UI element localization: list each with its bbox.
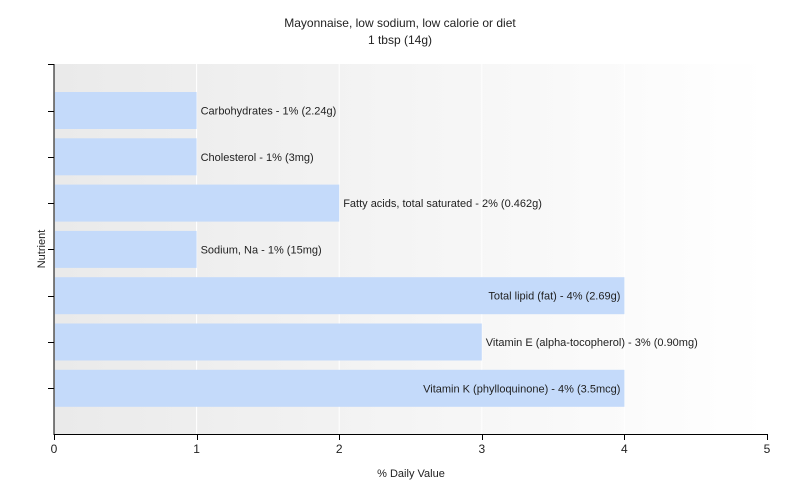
x-tick-label: 2 <box>336 442 343 456</box>
chart-subtitle: 1 tbsp (14g) <box>368 33 432 47</box>
bar-data-label: Carbohydrates - 1% (2.24g) <box>201 106 337 118</box>
bar <box>55 138 197 176</box>
bar-data-label: Vitamin K (phylloquinone) - 4% (3.5mcg) <box>423 383 620 395</box>
chart-title: Mayonnaise, low sodium, low calorie or d… <box>284 16 516 30</box>
x-tick-label: 5 <box>764 442 771 456</box>
x-tick-label: 4 <box>621 442 628 456</box>
bar <box>55 92 197 129</box>
axes: 0 1 2 3 4 5 <box>48 64 771 456</box>
bar <box>55 369 625 407</box>
bar-data-label: Total lipid (fat) - 4% (2.69g) <box>488 291 620 303</box>
bar-data-label: Cholesterol - 1% (3mg) <box>201 152 314 164</box>
bar <box>55 184 340 222</box>
bar-data-label: Sodium, Na - 1% (15mg) <box>201 244 322 256</box>
y-axis-label: Nutrient <box>36 230 48 269</box>
x-tick-label: 0 <box>51 442 58 456</box>
bar <box>55 277 625 315</box>
bar-data-label: Vitamin E (alpha-tocopherol) - 3% (0.90m… <box>486 337 698 349</box>
x-tick-label: 1 <box>193 442 200 456</box>
x-axis-label: % Daily Value <box>377 468 445 480</box>
x-tick-label: 3 <box>478 442 485 456</box>
bar-data-label: Fatty acids, total saturated - 2% (0.462… <box>343 198 542 210</box>
bar <box>55 230 197 268</box>
bars: Carbohydrates - 1% (2.24g) Cholesterol - … <box>55 92 698 407</box>
bar <box>55 323 482 361</box>
